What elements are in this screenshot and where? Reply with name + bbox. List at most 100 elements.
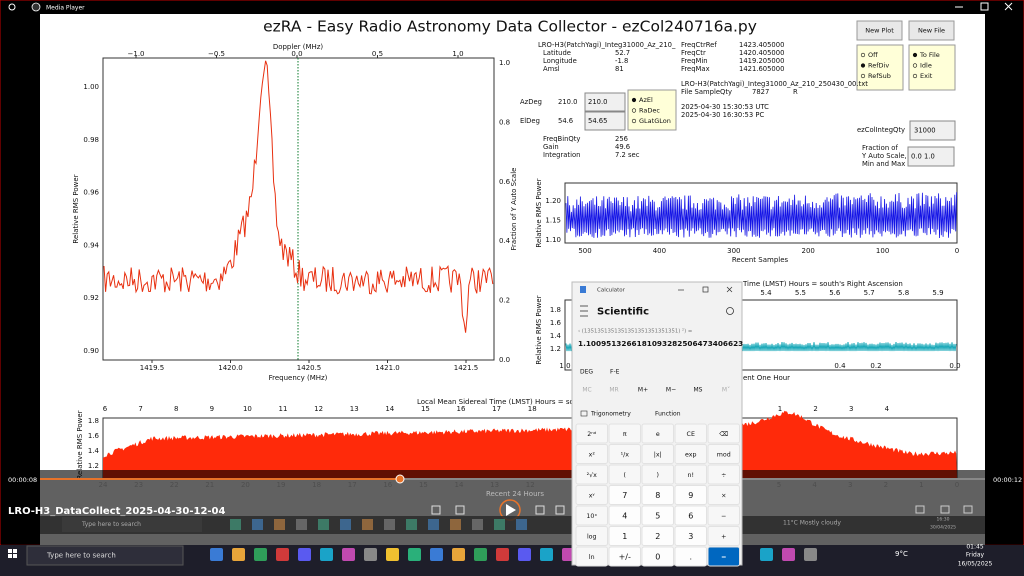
calc-key[interactable] xyxy=(674,485,707,505)
radio[interactable] xyxy=(860,63,866,68)
calc-key[interactable] xyxy=(575,485,608,505)
taskbar-icon[interactable] xyxy=(386,548,399,561)
taskbar-icon[interactable] xyxy=(320,548,333,561)
calc-key-label[interactable]: exp xyxy=(685,451,697,458)
calc-key[interactable] xyxy=(575,423,608,444)
input-box[interactable] xyxy=(907,146,955,167)
taskbar-icon[interactable] xyxy=(298,548,311,561)
input-box[interactable] xyxy=(909,120,956,141)
control-button[interactable] xyxy=(915,505,925,514)
radio-label[interactable]: To File xyxy=(919,51,940,59)
taskbar-icon[interactable] xyxy=(254,548,267,561)
calc-key[interactable] xyxy=(707,546,740,567)
calc-key[interactable] xyxy=(674,505,707,526)
calc-key-label[interactable]: |x| xyxy=(654,451,662,458)
calc-key-label[interactable]: 2ⁿᵈ xyxy=(587,431,597,438)
fe-toggle[interactable]: F-E xyxy=(610,369,620,376)
memory-key[interactable]: MS xyxy=(694,387,703,394)
start-button[interactable] xyxy=(8,549,12,553)
taskbar-icon[interactable] xyxy=(342,548,355,561)
taskbar-icon[interactable] xyxy=(474,548,487,561)
radio-label[interactable]: Idle xyxy=(920,62,932,70)
calc-key[interactable] xyxy=(674,464,707,485)
calc-key[interactable] xyxy=(707,423,740,444)
calc-key-label[interactable]: ( xyxy=(624,472,626,479)
radio[interactable] xyxy=(860,73,866,79)
memory-key[interactable]: M+ xyxy=(638,387,648,394)
memory-key[interactable]: M− xyxy=(666,387,676,394)
calc-key[interactable] xyxy=(608,464,641,485)
new-plot-button[interactable] xyxy=(856,20,903,41)
calc-key[interactable] xyxy=(641,444,674,464)
calc-key-label[interactable]: 9 xyxy=(688,491,693,500)
button-label[interactable]: New Plot xyxy=(865,27,894,35)
calc-key-label[interactable]: 4 xyxy=(622,511,627,520)
radio-label[interactable]: RefSub xyxy=(868,72,891,80)
calc-key[interactable] xyxy=(641,464,674,485)
control-button[interactable] xyxy=(535,505,545,515)
calc-key[interactable] xyxy=(641,505,674,526)
calc-key[interactable] xyxy=(674,526,707,546)
input-text[interactable]: 210.0 xyxy=(588,98,607,106)
calc-key-label[interactable]: log xyxy=(587,533,597,540)
calc-key-label[interactable]: n! xyxy=(687,472,694,479)
history-icon[interactable] xyxy=(726,307,734,315)
search-placeholder[interactable]: Type here to search xyxy=(46,552,116,560)
input-text[interactable]: 0.0 1.0 xyxy=(911,153,935,161)
calc-key[interactable] xyxy=(608,505,641,526)
calc-key-label[interactable]: × xyxy=(721,492,726,499)
memory-key[interactable]: MC xyxy=(582,387,591,394)
taskbar-icon[interactable] xyxy=(276,548,289,561)
memory-key[interactable]: M˅ xyxy=(722,387,730,394)
calc-key-label[interactable]: 6 xyxy=(688,511,693,520)
radio[interactable] xyxy=(631,118,637,124)
button-label[interactable]: New File xyxy=(918,27,945,35)
calc-key[interactable] xyxy=(575,526,608,546)
calc-key-label[interactable]: 3 xyxy=(688,532,693,541)
radio-label[interactable]: RefDiv xyxy=(868,62,889,70)
calc-key[interactable] xyxy=(707,485,740,505)
control-button[interactable] xyxy=(455,505,465,515)
calc-key[interactable] xyxy=(641,485,674,505)
calc-key-label[interactable]: +/- xyxy=(619,552,631,561)
calc-key-label[interactable]: ÷ xyxy=(721,472,726,479)
radio[interactable] xyxy=(912,52,918,58)
taskbar-icon[interactable] xyxy=(210,548,223,561)
new-file-button[interactable] xyxy=(908,20,955,41)
calc-key-label[interactable]: 8 xyxy=(655,491,660,500)
radio[interactable] xyxy=(631,108,637,113)
input-box[interactable] xyxy=(584,111,626,131)
calc-key-label[interactable]: = xyxy=(721,554,726,561)
radio[interactable] xyxy=(912,73,918,79)
control-button[interactable] xyxy=(555,505,565,515)
taskbar-icon[interactable] xyxy=(232,548,245,561)
radio-label[interactable]: RaDec xyxy=(639,107,660,115)
calc-key-label[interactable]: ¹/x xyxy=(621,451,630,458)
calc-key-label[interactable]: 5 xyxy=(655,511,660,520)
dropdown[interactable]: Function xyxy=(655,411,681,418)
taskbar-icon[interactable] xyxy=(364,548,377,561)
calc-key-label[interactable]: 1 xyxy=(622,532,627,541)
calc-key[interactable] xyxy=(575,444,608,464)
progress-knob[interactable] xyxy=(395,474,405,484)
calc-key-label[interactable]: 0 xyxy=(655,552,660,561)
calc-key-label[interactable]: 10ˣ xyxy=(586,513,597,520)
taskbar-icon[interactable] xyxy=(760,548,773,561)
calc-key-label[interactable]: ) xyxy=(657,472,659,479)
calc-key-label[interactable]: ²√x xyxy=(587,472,598,479)
calc-key[interactable] xyxy=(608,423,641,444)
calc-key[interactable] xyxy=(608,526,641,546)
calc-key[interactable] xyxy=(608,444,641,464)
calc-key[interactable] xyxy=(674,423,707,444)
calc-key[interactable] xyxy=(707,464,740,485)
calc-key[interactable] xyxy=(674,444,707,464)
input-box[interactable] xyxy=(584,92,626,112)
calc-key-label[interactable]: . xyxy=(689,552,692,561)
calc-key[interactable] xyxy=(608,546,641,567)
taskbar-icon[interactable] xyxy=(782,548,795,561)
calc-key[interactable] xyxy=(641,546,674,567)
taskbar-icon[interactable] xyxy=(804,548,817,561)
taskbar-icon[interactable] xyxy=(408,548,421,561)
radio-label[interactable]: AzEl xyxy=(639,96,653,104)
calc-key-label[interactable]: ⌫ xyxy=(719,431,728,438)
